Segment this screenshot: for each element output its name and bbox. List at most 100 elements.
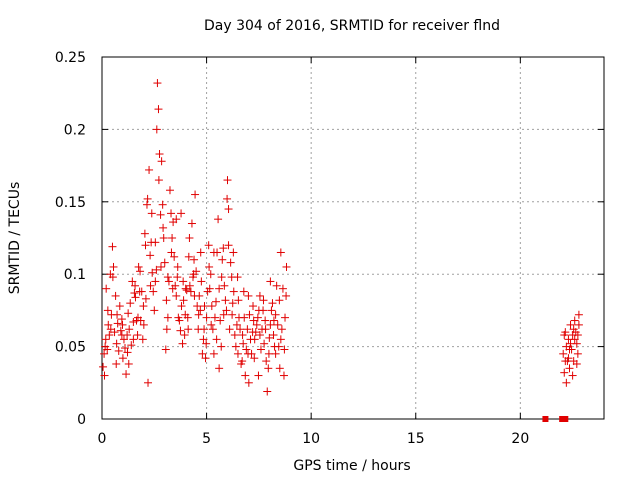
y-tick-label: 0 bbox=[77, 412, 86, 428]
data-point bbox=[139, 302, 148, 311]
data-point bbox=[109, 262, 118, 271]
data-point bbox=[216, 316, 225, 325]
data-point bbox=[573, 349, 582, 358]
data-point bbox=[162, 325, 171, 334]
x-tick-label: 20 bbox=[511, 431, 529, 447]
data-point bbox=[143, 194, 152, 203]
data-point bbox=[204, 241, 213, 250]
data-point bbox=[126, 299, 135, 308]
data-point bbox=[176, 326, 185, 335]
data-point bbox=[108, 273, 117, 282]
data-point bbox=[193, 302, 202, 311]
data-point bbox=[267, 306, 276, 315]
data-point bbox=[184, 325, 193, 334]
data-point bbox=[129, 335, 138, 344]
data-point bbox=[99, 362, 108, 371]
data-point bbox=[561, 357, 570, 366]
data-point bbox=[238, 357, 247, 366]
data-point bbox=[255, 331, 264, 340]
data-point bbox=[279, 371, 288, 380]
data-point bbox=[253, 313, 262, 322]
data-point bbox=[177, 302, 186, 311]
data-point bbox=[138, 335, 147, 344]
x-tick-label: 5 bbox=[202, 431, 211, 447]
data-point bbox=[113, 319, 122, 328]
data-point bbox=[200, 325, 209, 334]
data-point bbox=[167, 248, 176, 257]
data-point bbox=[241, 371, 250, 380]
data-point bbox=[140, 229, 149, 238]
x-axis-title: GPS time / hours bbox=[293, 458, 410, 474]
data-point bbox=[570, 316, 579, 325]
data-point bbox=[228, 310, 237, 319]
data-point bbox=[173, 273, 182, 282]
chart-title: Day 304 of 2016, SRMTID for receiver fln… bbox=[204, 18, 500, 34]
data-point bbox=[153, 79, 162, 88]
data-point bbox=[103, 306, 112, 315]
data-point bbox=[131, 281, 140, 290]
data-points bbox=[99, 79, 583, 422]
data-point bbox=[264, 349, 273, 358]
data-point bbox=[273, 320, 282, 329]
data-point bbox=[264, 364, 273, 373]
data-point bbox=[112, 339, 121, 348]
data-point bbox=[259, 296, 268, 305]
data-point bbox=[201, 354, 210, 363]
data-point bbox=[280, 345, 289, 354]
data-point bbox=[281, 313, 290, 322]
data-point bbox=[266, 320, 275, 329]
data-point bbox=[124, 359, 133, 368]
x-tick-label: 15 bbox=[407, 431, 425, 447]
data-point bbox=[243, 325, 252, 334]
data-point bbox=[255, 291, 264, 300]
data-point bbox=[221, 296, 230, 305]
data-point bbox=[220, 281, 229, 290]
data-point bbox=[154, 176, 163, 185]
data-point bbox=[276, 335, 285, 344]
data-point bbox=[127, 341, 136, 350]
data-point bbox=[276, 248, 285, 257]
data-point bbox=[180, 331, 189, 340]
data-point bbox=[272, 281, 281, 290]
data-point bbox=[162, 296, 171, 305]
data-point bbox=[187, 219, 196, 228]
data-point bbox=[119, 335, 128, 344]
data-point bbox=[205, 284, 214, 293]
data-point bbox=[118, 354, 127, 363]
data-point bbox=[249, 302, 258, 311]
data-point bbox=[136, 267, 145, 276]
data-point bbox=[207, 320, 216, 329]
data-point bbox=[128, 277, 137, 286]
data-point bbox=[562, 416, 569, 422]
data-point bbox=[163, 313, 172, 322]
data-point bbox=[217, 342, 226, 351]
data-point bbox=[117, 331, 126, 340]
data-point bbox=[103, 345, 112, 354]
data-point bbox=[161, 345, 170, 354]
data-point bbox=[574, 310, 583, 319]
data-point bbox=[574, 320, 583, 329]
data-point bbox=[173, 262, 182, 271]
data-point bbox=[122, 370, 131, 379]
data-point bbox=[268, 299, 277, 308]
plot-frame bbox=[101, 56, 605, 420]
data-point bbox=[181, 284, 190, 293]
data-point bbox=[111, 291, 120, 300]
data-point bbox=[198, 349, 207, 358]
data-point bbox=[233, 349, 242, 358]
data-point bbox=[151, 277, 160, 286]
data-point bbox=[116, 326, 125, 335]
data-point bbox=[156, 262, 165, 271]
data-point bbox=[206, 270, 215, 279]
data-point bbox=[123, 348, 132, 357]
data-point bbox=[152, 125, 161, 134]
data-point bbox=[266, 277, 275, 286]
data-point bbox=[179, 296, 188, 305]
data-point bbox=[155, 150, 164, 159]
x-tick-label: 0 bbox=[98, 431, 107, 447]
data-point bbox=[271, 310, 280, 319]
data-point bbox=[105, 331, 114, 340]
data-point bbox=[112, 359, 121, 368]
data-point bbox=[568, 371, 577, 380]
